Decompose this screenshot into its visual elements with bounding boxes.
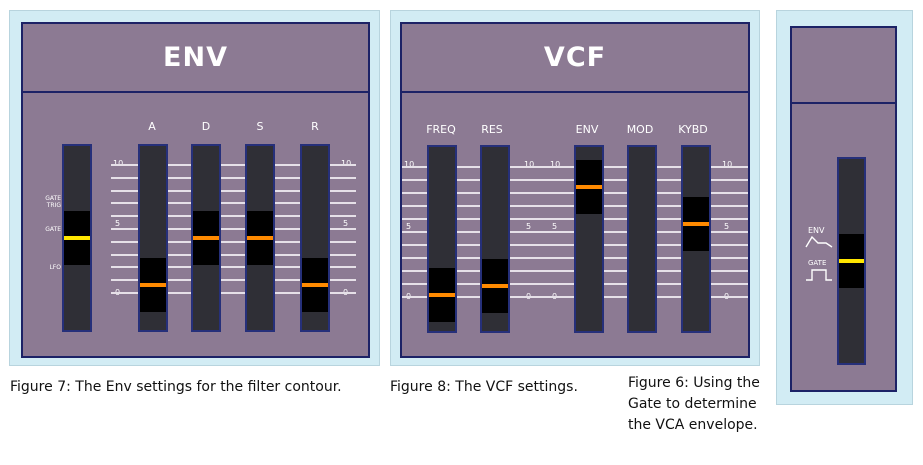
env-label-s: S bbox=[256, 120, 264, 133]
vcf-panel: VCF FREQ RES ENV MOD KYBD 10 5 0 10 5 0 … bbox=[390, 10, 760, 366]
env-sustain-slider[interactable] bbox=[245, 144, 275, 332]
vcf-scale-b-10: 10 bbox=[524, 160, 535, 169]
slider-indicator-line bbox=[247, 236, 273, 240]
vcf-scale-d-10: 10 bbox=[722, 160, 733, 169]
slider-indicator-line bbox=[482, 284, 508, 289]
vcf-label-res: RES bbox=[481, 123, 503, 136]
scale-tick bbox=[111, 279, 356, 282]
scale-tick bbox=[111, 215, 356, 218]
vca-slider[interactable] bbox=[837, 157, 866, 365]
caption-figure-6-line-1: Figure 6: Using the bbox=[628, 375, 760, 391]
vca-faceplate: ENV GATE bbox=[790, 26, 897, 392]
slider-knob[interactable] bbox=[576, 160, 602, 215]
slider-knob[interactable] bbox=[64, 211, 90, 265]
slider-indicator-line bbox=[140, 283, 166, 288]
env-release-slider[interactable] bbox=[300, 144, 330, 332]
vcf-scale-d-5: 5 bbox=[724, 222, 730, 231]
env-scale-right-10: 10 bbox=[341, 159, 351, 168]
vcf-scale-a-5: 5 bbox=[406, 222, 412, 231]
gate-pulse-icon bbox=[806, 269, 832, 281]
caption-figure-6: Figure 6: Using the Gate to determine th… bbox=[628, 373, 760, 436]
slider-knob[interactable] bbox=[839, 234, 864, 288]
slider-knob[interactable] bbox=[140, 258, 166, 313]
slider-knob[interactable] bbox=[302, 258, 328, 313]
vcf-scale-b-5: 5 bbox=[526, 222, 532, 231]
env-panel: ENV A D S R 10 5 0 10 5 0 GATE TRIG GATE… bbox=[9, 10, 380, 366]
scale-tick bbox=[111, 164, 356, 166]
env-side-gate: GATE bbox=[45, 226, 61, 233]
caption-figure-6-line-2: Gate to determine bbox=[628, 396, 757, 412]
scale-tick bbox=[111, 253, 356, 256]
slider-knob[interactable] bbox=[683, 197, 709, 252]
env-side-gate-trig: GATE TRIG bbox=[45, 195, 61, 209]
vcf-label-env: ENV bbox=[575, 123, 599, 136]
caption-figure-6-line-3: the VCA envelope. bbox=[628, 417, 758, 433]
vcf-kybd-slider[interactable] bbox=[681, 145, 711, 333]
slider-indicator-line bbox=[429, 293, 455, 298]
slider-indicator-line bbox=[576, 185, 602, 190]
scale-tick bbox=[111, 228, 356, 230]
vcf-env-slider[interactable] bbox=[574, 145, 604, 333]
env-label-r: R bbox=[311, 120, 319, 133]
caption-figure-7: Figure 7: The Env settings for the filte… bbox=[10, 379, 342, 395]
scale-tick bbox=[111, 292, 356, 294]
vcf-label-freq: FREQ bbox=[426, 123, 456, 136]
env-scale-right-5: 5 bbox=[343, 219, 349, 228]
vcf-scale-c-10: 10 bbox=[550, 160, 561, 169]
scale-tick bbox=[111, 189, 356, 192]
env-scale-left-10: 10 bbox=[113, 159, 123, 168]
env-title: ENV bbox=[23, 24, 368, 93]
env-attack-slider[interactable] bbox=[138, 144, 168, 332]
env-decay-slider[interactable] bbox=[191, 144, 221, 332]
vcf-res-slider[interactable] bbox=[480, 145, 510, 333]
scale-tick bbox=[111, 240, 356, 243]
caption-figure-8: Figure 8: The VCF settings. bbox=[390, 379, 578, 395]
slider-indicator-line bbox=[64, 236, 90, 240]
env-scale-left-5: 5 bbox=[115, 219, 121, 228]
scale-tick bbox=[111, 266, 356, 269]
scale-tick bbox=[111, 202, 356, 205]
slider-indicator-line bbox=[839, 259, 864, 263]
vcf-mod-slider[interactable] bbox=[627, 145, 657, 333]
slider-knob[interactable] bbox=[193, 211, 219, 265]
vcf-scale-a-10: 10 bbox=[404, 160, 415, 169]
envelope-icon bbox=[805, 235, 833, 248]
vcf-freq-slider[interactable] bbox=[427, 145, 457, 333]
env-faceplate: ENV A D S R 10 5 0 10 5 0 GATE TRIG GATE… bbox=[21, 22, 370, 358]
slider-knob[interactable] bbox=[429, 268, 455, 323]
vcf-scale-c-5: 5 bbox=[552, 222, 558, 231]
vcf-faceplate: VCF FREQ RES ENV MOD KYBD 10 5 0 10 5 0 … bbox=[400, 22, 750, 358]
vcf-title: VCF bbox=[402, 24, 748, 93]
env-mode-slider[interactable] bbox=[62, 144, 92, 332]
slider-indicator-line bbox=[193, 236, 219, 240]
slider-indicator-line bbox=[302, 283, 328, 288]
slider-knob[interactable] bbox=[482, 259, 508, 314]
vca-side-env: ENV bbox=[808, 226, 825, 235]
vca-panel: ENV GATE bbox=[776, 10, 913, 405]
scale-tick bbox=[111, 176, 356, 179]
vca-header bbox=[792, 28, 895, 104]
env-label-a: A bbox=[148, 120, 156, 133]
vca-side-gate: GATE bbox=[808, 259, 827, 267]
slider-knob[interactable] bbox=[247, 211, 273, 265]
env-label-d: D bbox=[201, 120, 211, 133]
env-side-lfo: LFO bbox=[49, 264, 61, 271]
vcf-label-kybd: KYBD bbox=[678, 123, 708, 136]
slider-indicator-line bbox=[683, 222, 709, 227]
vcf-label-mod: MOD bbox=[626, 123, 654, 136]
